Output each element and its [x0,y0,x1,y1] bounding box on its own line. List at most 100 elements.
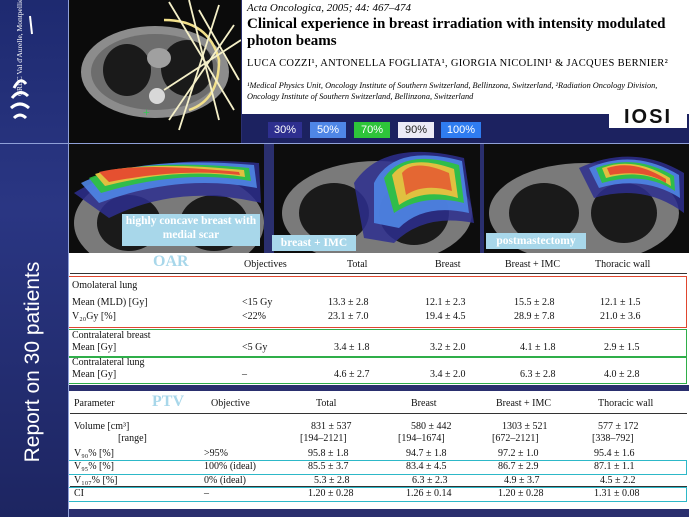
divider-vertical [68,0,69,517]
oar-cell: 4.6 ± 2.7 [334,369,370,380]
isodose-90: 90% [398,122,434,138]
oar-cell: 15.5 ± 2.8 [514,297,555,308]
ptv-header-total: Total [316,398,337,409]
ptv-row-label: V₉₅% [%] [74,461,115,472]
oar-cell: 3.4 ± 2.0 [430,369,466,380]
paper-affiliation: ¹Medical Physics Unit, Oncology Institut… [247,81,658,101]
oar-cell: 23.1 ± 7.0 [328,311,369,322]
oar-cell: 2.9 ± 1.5 [604,342,640,353]
ptv-header-rule [70,413,687,414]
oar-cell: 4.1 ± 1.8 [520,342,556,353]
ptv-cell: 1.20 ± 0.28 [498,488,544,499]
oar-cell: 4.0 ± 2.8 [604,369,640,380]
oar-highlight-omolateral-lung [68,276,687,328]
ptv-header-breast: Breast [411,398,437,409]
oar-row-label: Mean (MLD) [Gy] [72,297,148,308]
paper-header: Acta Oncologica, 2005; 44: 467–474 Clini… [242,0,689,114]
ptv-cell: 86.7 ± 2.9 [498,461,539,472]
ptv-row-label: Volume [cm³] [74,421,130,432]
ptv-cell: 85.5 ± 3.7 [308,461,349,472]
ptv-header-thoracic-wall: Thoracic wall [598,398,654,409]
institution-label: CRLC Val d'Aurelle, Montpellier [15,0,24,96]
oar-row-label: Mean [Gy] [72,369,117,380]
ptv-row-label: [range] [118,433,147,444]
iosi-logo: IOSI [609,106,687,128]
oar-highlight-contralateral-breast [68,329,687,357]
ptv-header-parameter: Parameter [74,398,115,409]
oar-table: OAR Objectives Total Breast Breast + IMC… [68,253,689,385]
oar-row-objective: <5 Gy [242,342,268,353]
ptv-cell: 831 ± 537 [311,421,352,432]
ptv-cell: [338–792] [592,433,634,444]
oar-cell: 3.4 ± 1.8 [334,342,370,353]
oar-header-objectives: Objectives [244,259,287,270]
ptv-row-objective: 0% (ideal) [204,475,246,486]
isodose-50: 50% [310,122,346,138]
oar-cell: 21.0 ± 3.6 [600,311,641,322]
ptv-cell: [194–2121] [300,433,347,444]
isodose-30: 30% [268,122,302,138]
left-sidebar [0,0,68,517]
isodose-100: 100% [441,122,481,138]
ptv-cell: 577 ± 172 [598,421,639,432]
ptv-cell: 5.3 ± 2.8 [314,475,350,486]
oar-header-breast: Breast [435,259,461,270]
oar-cell: 12.1 ± 2.3 [425,297,466,308]
ptv-cell: 6.3 ± 2.3 [412,475,448,486]
ptv-row-label: V₁₀₇% [%] [74,475,118,486]
oar-row-label: V₂₀Gy [%] [72,311,116,322]
oar-header-breast-imc: Breast + IMC [505,259,561,270]
ptv-row-label: V₉₀% [%] [74,448,115,459]
oar-row-objective: – [242,369,247,380]
journal-citation: Acta Oncologica, 2005; 44: 467–474 [247,2,412,14]
ct-label-concave-breast: highly concave breast with medial scar [122,214,260,246]
institution-logo-icon [10,15,33,120]
ptv-table: PTV Parameter Objective Total Breast Bre… [68,391,689,509]
ptv-row-objective: >95% [204,448,228,459]
isodose-70: 70% [354,122,390,138]
ptv-row-label: CI [74,488,84,499]
ptv-cell: 1303 ± 521 [502,421,548,432]
ptv-cell: 1.20 ± 0.28 [308,488,354,499]
ptv-cell: 4.9 ± 3.7 [504,475,540,486]
oar-header-rule [70,273,687,274]
oar-header-thoracic-wall: Thoracic wall [595,259,651,270]
ptv-cell: 1.26 ± 0.14 [406,488,452,499]
svg-text:+: + [143,105,150,119]
oar-group-omolateral-lung: Omolateral lung [72,280,138,291]
oar-row-objective: <15 Gy [242,297,273,308]
ptv-cell: 83.4 ± 4.5 [406,461,447,472]
ptv-cell: 1.31 ± 0.08 [594,488,640,499]
ptv-rule [70,486,687,487]
paper-authors: LUCA COZZI¹, ANTONELLA FOGLIATA¹, GIORGI… [247,58,669,69]
oar-cell: 13.3 ± 2.8 [328,297,369,308]
ct-image-breast-imc [274,143,480,253]
vertical-title: Report on 30 patients [21,261,44,463]
oar-group-contralateral-lung: Contralateral lung [72,357,145,368]
ptv-cell: 95.8 ± 1.8 [308,448,349,459]
ptv-cell: 87.1 ± 1.1 [594,461,635,472]
oar-cell: 6.3 ± 2.8 [520,369,556,380]
ct-image-postmastectomy [484,143,689,253]
divider-horizontal [0,143,689,144]
ptv-cell: 94.7 ± 1.8 [406,448,447,459]
oar-group-contralateral-breast: Contralateral breast [72,330,151,341]
ptv-header-breast-imc: Breast + IMC [496,398,552,409]
oar-cell: 12.1 ± 1.5 [600,297,641,308]
oar-row-label: Mean [Gy] [72,342,117,353]
paper-title: Clinical experience in breast irradiatio… [247,16,666,49]
oar-title: OAR [153,253,189,270]
ptv-cell: 4.5 ± 2.2 [600,475,636,486]
oar-cell: 19.4 ± 4.5 [425,311,466,322]
oar-cell: 28.9 ± 7.8 [514,311,555,322]
oar-highlight-contralateral-lung [68,357,687,384]
ptv-cell: [194–1674] [398,433,445,444]
ct-label-postmastectomy: postmastectomy [486,233,586,249]
ptv-title: PTV [152,393,184,410]
ptv-cell: 97.2 ± 1.0 [498,448,539,459]
ptv-header-objective: Objective [211,398,250,409]
oar-header-total: Total [347,259,368,270]
oar-cell: 3.2 ± 2.0 [430,342,466,353]
oar-row-objective: <22% [242,311,266,322]
ptv-row-objective: – [204,488,209,499]
